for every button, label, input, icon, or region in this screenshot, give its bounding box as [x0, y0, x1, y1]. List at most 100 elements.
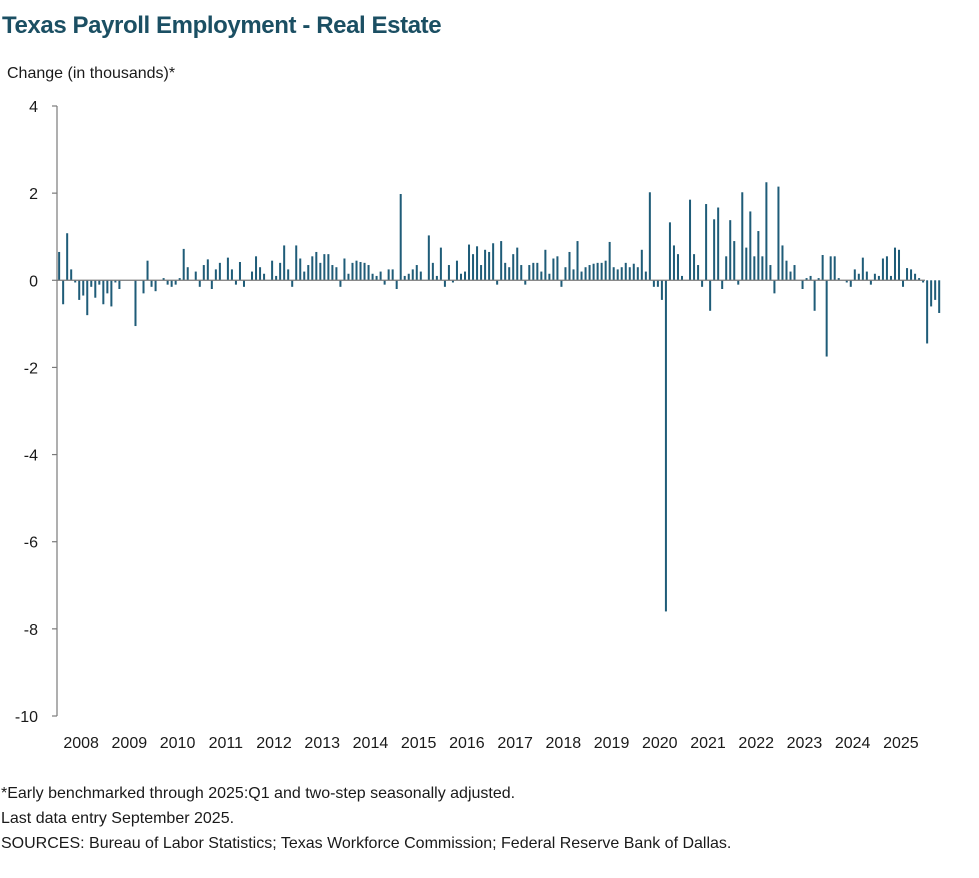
bar [355, 260, 358, 281]
bar [524, 280, 527, 285]
bar [853, 269, 856, 281]
bar [496, 280, 499, 285]
bar [640, 249, 643, 281]
bar [906, 268, 909, 281]
y-tick-label: -6 [24, 535, 38, 552]
bar [765, 182, 768, 281]
bar [367, 265, 370, 281]
bar [528, 265, 531, 281]
bar [343, 258, 346, 281]
bar [829, 256, 832, 281]
bar [194, 271, 197, 281]
bar [455, 260, 458, 281]
bar [162, 278, 165, 281]
bar [295, 245, 298, 281]
bar [74, 280, 77, 283]
bar [705, 204, 708, 281]
bar [741, 192, 744, 281]
bar [504, 262, 507, 281]
bar [299, 258, 302, 281]
bar [628, 267, 631, 281]
bar [90, 280, 93, 287]
bar [604, 260, 607, 281]
bar [697, 265, 700, 281]
bar [271, 260, 274, 281]
bar [403, 275, 406, 281]
bar [218, 262, 221, 281]
bar [616, 269, 619, 281]
y-tick-label: 2 [29, 186, 38, 203]
bar [656, 280, 659, 287]
bar [114, 280, 117, 283]
bar [560, 280, 563, 287]
bar [339, 280, 342, 287]
bar [568, 251, 571, 281]
bar [889, 275, 892, 281]
bar [230, 269, 233, 281]
bar [251, 271, 254, 281]
bar [451, 280, 454, 283]
bar [307, 265, 310, 281]
bar [347, 273, 350, 281]
bar [592, 263, 595, 281]
bar [729, 220, 732, 281]
bar [544, 249, 547, 281]
bar [721, 280, 724, 289]
bar [865, 271, 868, 281]
bar [415, 265, 418, 281]
footnote-sources: SOURCES: Bureau of Labor Statistics; Tex… [1, 835, 732, 852]
bar [512, 254, 515, 281]
bar [608, 241, 611, 281]
y-tick-label: -2 [24, 360, 38, 377]
bar [869, 280, 872, 285]
bar [476, 246, 479, 281]
bar [877, 275, 880, 281]
bar [893, 247, 896, 281]
bar [399, 194, 402, 281]
bar [110, 280, 113, 307]
bar [600, 262, 603, 281]
bar [785, 260, 788, 281]
bar [102, 280, 105, 305]
bar [572, 269, 575, 281]
bar [118, 280, 121, 289]
x-tick-label: 2008 [63, 735, 99, 752]
bar [363, 262, 366, 281]
bar [620, 267, 623, 281]
x-tick-label: 2017 [497, 735, 533, 752]
bar [564, 267, 567, 281]
bar [86, 280, 89, 316]
bar [134, 280, 137, 327]
bar [283, 245, 286, 281]
bar [885, 256, 888, 281]
bar [801, 280, 804, 289]
bar [556, 256, 559, 281]
bar [898, 249, 901, 281]
bar [210, 280, 213, 289]
bar [186, 267, 189, 281]
bar [849, 280, 852, 287]
x-tick-label: 2021 [690, 735, 726, 752]
x-tick-label: 2023 [787, 735, 823, 752]
bar [484, 249, 487, 281]
bar [383, 280, 386, 285]
bar [733, 241, 736, 281]
bar [226, 257, 229, 281]
footnote-last-entry: Last data entry September 2025. [1, 810, 235, 827]
bar [275, 275, 278, 281]
bar [845, 280, 848, 283]
footnotes: *Early benchmarked through 2025:Q1 and t… [1, 781, 731, 856]
bar [411, 269, 414, 281]
bar [150, 280, 153, 287]
bar [825, 280, 828, 357]
bar [881, 258, 884, 281]
bar [82, 280, 85, 296]
bar [106, 280, 109, 294]
bar [443, 280, 446, 287]
bar [918, 278, 921, 281]
bar [379, 271, 382, 281]
bar [182, 248, 185, 281]
bar [681, 275, 684, 281]
y-tick-label: 0 [29, 273, 38, 290]
x-tick-label: 2019 [594, 735, 630, 752]
